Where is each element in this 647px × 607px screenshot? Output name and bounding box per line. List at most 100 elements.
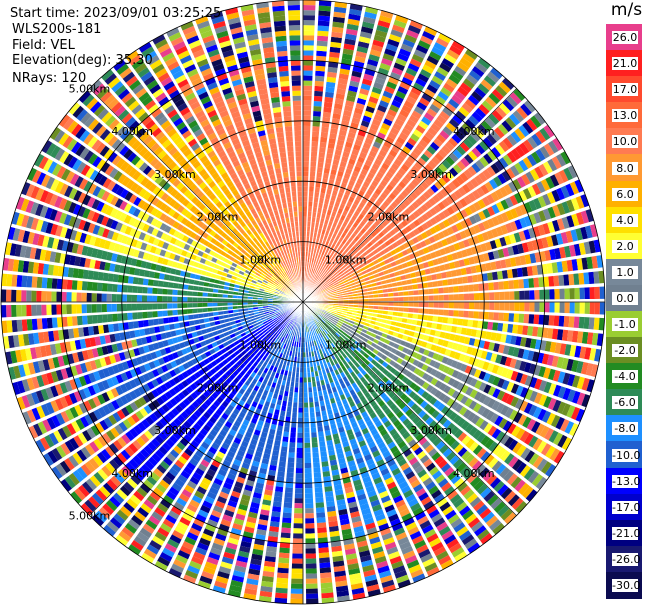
- ppi-gate: [354, 182, 362, 190]
- ppi-gate: [498, 280, 504, 290]
- ppi-gate: [160, 374, 168, 383]
- ppi-gate: [64, 394, 74, 407]
- ppi-gate: [423, 88, 436, 99]
- ppi-gate: [382, 499, 394, 508]
- ppi-gate: [549, 288, 555, 300]
- ppi-gate: [395, 90, 406, 100]
- ppi-gate: [151, 423, 161, 434]
- ppi-gate: [556, 328, 564, 341]
- ppi-gate: [566, 358, 574, 371]
- ppi-gate: [336, 139, 345, 146]
- ppi-gate: [503, 469, 515, 482]
- ppi-gate: [452, 317, 459, 325]
- ppi-gate: [501, 77, 515, 90]
- ppi-gate: [413, 289, 419, 296]
- ppi-gate: [269, 464, 278, 472]
- ppi-gate: [224, 420, 233, 429]
- ppi-gate: [454, 200, 464, 210]
- ppi-gate: [303, 196, 308, 202]
- ppi-gate: [450, 474, 462, 485]
- ppi-gate: [197, 463, 208, 473]
- ppi-gate: [184, 447, 194, 457]
- ppi-gate: [584, 286, 590, 300]
- ppi-gate: [315, 217, 320, 224]
- ppi-gate: [382, 310, 389, 315]
- ppi-gate: [186, 531, 199, 542]
- ppi-gate: [331, 233, 337, 239]
- ppi-gate: [160, 393, 169, 403]
- ppi-gate: [322, 330, 327, 336]
- ppi-gate: [377, 380, 385, 388]
- ppi-gate: [500, 199, 509, 210]
- ppi-gate: [202, 500, 213, 509]
- ppi-gate: [256, 380, 262, 388]
- ppi-gate: [331, 190, 338, 197]
- ppi-gate: [350, 337, 356, 343]
- ppi-gate: [233, 340, 240, 346]
- ppi-gate: [259, 365, 266, 372]
- ppi-gate: [353, 277, 360, 282]
- ppi-gate: [198, 445, 208, 454]
- ppi-gate: [327, 204, 334, 211]
- ppi-gate: [346, 286, 352, 290]
- ppi-gate: [527, 227, 536, 239]
- ppi-gate: [239, 545, 251, 554]
- ppi-gate: [214, 455, 224, 464]
- ppi-gate: [151, 378, 160, 388]
- ppi-gate: [243, 457, 252, 465]
- ppi-gate: [522, 349, 530, 360]
- ppi-gate: [441, 529, 454, 541]
- ppi-gate: [326, 209, 332, 216]
- ppi-gate: [360, 26, 374, 34]
- ppi-gate: [384, 476, 395, 486]
- ppi-gate: [237, 326, 244, 331]
- ppi-gate: [348, 360, 354, 367]
- ppi-gate: [344, 167, 353, 175]
- ppi-gate: [261, 327, 267, 332]
- ppi-gate: [269, 526, 280, 533]
- ppi-gate: [488, 282, 494, 291]
- ppi-gate: [213, 505, 224, 514]
- ppi-gate: [308, 196, 313, 202]
- ppi-gate: [443, 53, 457, 65]
- ppi-gate: [364, 359, 371, 366]
- ppi-gate: [416, 276, 423, 283]
- ppi-gate: [303, 100, 312, 106]
- ppi-gate: [388, 297, 394, 302]
- ppi-gate: [314, 85, 324, 92]
- ppi-gate: [333, 245, 339, 252]
- ppi-gate: [195, 449, 205, 459]
- ppi-gate: [323, 341, 329, 347]
- ppi-gate: [75, 418, 86, 431]
- ppi-gate: [464, 118, 476, 130]
- ppi-gate: [163, 414, 173, 424]
- ppi-gate: [506, 134, 518, 146]
- ppi-gate: [367, 369, 375, 377]
- ppi-gate: [419, 68, 432, 79]
- ppi-gate: [282, 338, 287, 344]
- ppi-gate: [478, 311, 484, 320]
- ppi-gate: [231, 346, 238, 353]
- ppi-gate: [461, 435, 472, 446]
- ppi-gate: [278, 317, 284, 322]
- ppi-gate: [309, 397, 314, 403]
- ppi-gate: [281, 527, 292, 534]
- ppi-gate: [433, 399, 442, 409]
- ppi-gate: [349, 80, 360, 88]
- ppi-gate: [291, 563, 303, 569]
- ppi-gate: [250, 558, 263, 566]
- ppi-gate: [475, 463, 487, 475]
- ppi-gate: [320, 289, 326, 293]
- ppi-gate: [277, 567, 290, 574]
- ppi-gate: [461, 450, 472, 461]
- ppi-gate: [256, 528, 267, 536]
- ppi-gate: [548, 382, 557, 395]
- ppi-gate: [273, 325, 279, 331]
- ppi-gate: [531, 264, 538, 276]
- ppi-gate: [436, 66, 449, 77]
- ppi-gate: [487, 425, 498, 437]
- ppi-gate: [300, 357, 303, 363]
- ppi-gate: [161, 364, 169, 373]
- ppi-gate: [280, 358, 285, 365]
- ppi-gate: [501, 379, 510, 390]
